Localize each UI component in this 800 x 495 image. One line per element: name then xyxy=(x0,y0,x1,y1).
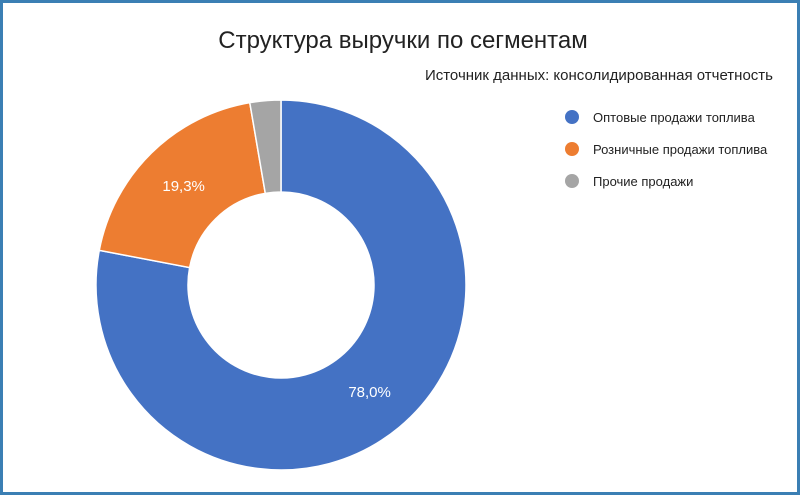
legend-label-wholesale: Оптовые продажи топлива xyxy=(593,109,755,125)
legend-item-wholesale[interactable]: Оптовые продажи топлива xyxy=(565,101,767,133)
legend-swatch-other xyxy=(565,174,579,188)
slice-retail[interactable] xyxy=(98,101,267,269)
chart-title: Структура выручки по сегментам xyxy=(218,27,588,54)
legend-label-retail: Розничные продажи топлива xyxy=(593,141,768,157)
donut-labels: 78,0% 19,3% xyxy=(162,178,391,401)
chart-subtitle: Источник данных: консолидированная отчет… xyxy=(424,67,773,84)
legend: Оптовые продажи топлива Розничные продаж… xyxy=(565,101,767,197)
legend-item-other[interactable]: Прочие продажи xyxy=(565,165,767,197)
slice-label-retail: 19,3% xyxy=(162,178,205,195)
donut-slices xyxy=(95,99,467,471)
slice-label-wholesale: 78,0% xyxy=(348,384,391,401)
slice-other[interactable] xyxy=(248,99,282,195)
slice-wholesale[interactable] xyxy=(95,99,467,471)
legend-label-other: Прочие продажи xyxy=(593,173,694,189)
legend-swatch-wholesale xyxy=(565,110,579,124)
legend-item-retail[interactable]: Розничные продажи топлива xyxy=(565,133,767,165)
legend-swatch-retail xyxy=(565,142,579,156)
